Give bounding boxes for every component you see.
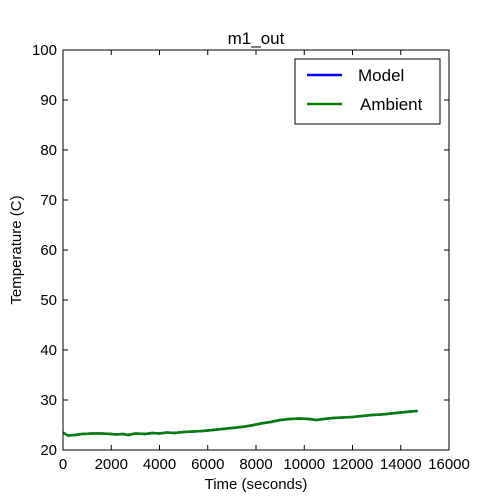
legend-frame	[294, 58, 441, 125]
series-layer	[62, 409, 418, 437]
x-tick-label: 6000	[191, 456, 224, 473]
y-tick-label: 50	[40, 292, 57, 309]
legend: Model Ambient	[294, 58, 441, 125]
x-tick-label: 16000	[428, 456, 470, 473]
y-tick-label: 40	[40, 342, 57, 359]
legend-label-ambient: Ambient	[360, 95, 423, 114]
x-tick-label: 8000	[239, 456, 272, 473]
x-tick-label: 2000	[95, 456, 128, 473]
x-tick-label: 4000	[143, 456, 176, 473]
y-tick-label: 70	[40, 192, 57, 209]
y-tick-label: 20	[40, 442, 57, 459]
y-tick-label: 80	[40, 142, 57, 159]
tick-layer: 0 2000 4000 6000 8000 10000 12000 14000 16000 20 3…	[32, 42, 470, 473]
legend-label-model: Model	[358, 66, 404, 85]
y-tick-label: 100	[32, 42, 57, 59]
x-axis-label: Time (seconds)	[205, 476, 308, 493]
y-tick-label: 30	[40, 392, 57, 409]
series-line-ambient	[62, 409, 418, 437]
x-tick-label: 10000	[283, 456, 325, 473]
y-axis-label: Temperature (C)	[8, 195, 25, 304]
x-tick-label: 12000	[332, 456, 374, 473]
y-tick-label: 90	[40, 92, 57, 109]
x-tick-label: 14000	[380, 456, 422, 473]
chart-title: m1_out	[228, 29, 285, 48]
y-tick-label: 60	[40, 242, 57, 259]
x-tick-label: 0	[59, 456, 67, 473]
